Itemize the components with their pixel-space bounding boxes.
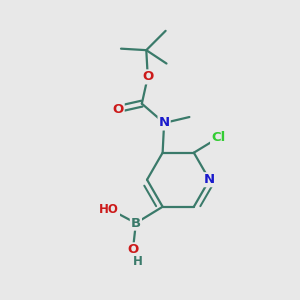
Text: O: O bbox=[112, 103, 124, 116]
Text: N: N bbox=[204, 173, 215, 186]
Text: Cl: Cl bbox=[211, 131, 225, 144]
Text: N: N bbox=[159, 116, 170, 130]
Text: HO: HO bbox=[99, 203, 119, 216]
Text: O: O bbox=[127, 243, 139, 256]
Text: B: B bbox=[131, 217, 141, 230]
Text: H: H bbox=[133, 255, 143, 268]
Text: O: O bbox=[142, 70, 153, 83]
